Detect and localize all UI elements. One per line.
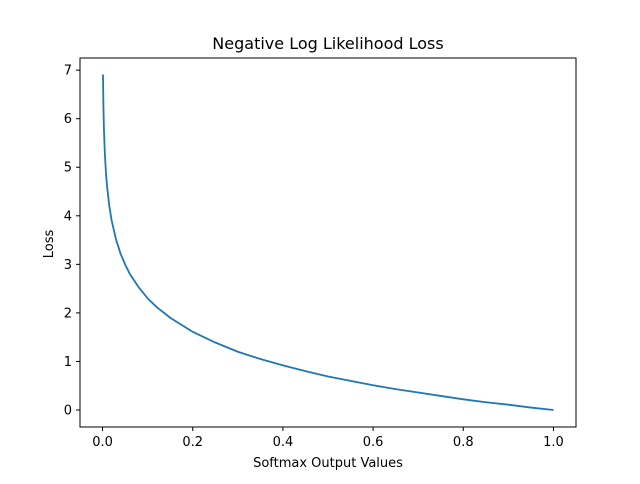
y-tick-label: 1 xyxy=(64,355,72,370)
axes-frame xyxy=(79,57,577,428)
x-tick-label: 0.8 xyxy=(453,435,474,450)
x-tick-label: 0.4 xyxy=(273,435,294,450)
x-axis-label: Softmax Output Values xyxy=(253,456,403,471)
y-tick-label: 3 xyxy=(64,258,72,273)
y-tick-label: 6 xyxy=(64,112,72,127)
y-tick-label: 7 xyxy=(64,64,72,79)
x-tick-label: 0.2 xyxy=(182,435,203,450)
y-tick-label: 5 xyxy=(64,161,72,176)
y-tick-label: 4 xyxy=(64,209,72,224)
series-line-0 xyxy=(102,74,554,411)
x-tick-label: 0.6 xyxy=(363,435,384,450)
y-tick-label: 0 xyxy=(64,404,72,419)
y-axis-label: Loss xyxy=(42,230,57,259)
y-tick-label: 2 xyxy=(64,306,72,321)
chart-title: Negative Log Likelihood Loss xyxy=(212,34,443,53)
x-tick-label: 1.0 xyxy=(543,435,564,450)
plot-area: 0.0 0.2 0.4 0.6 0.8 1.0 0 1 2 3 4 5 6 7 xyxy=(64,57,577,450)
x-tick-label: 0.0 xyxy=(92,435,113,450)
